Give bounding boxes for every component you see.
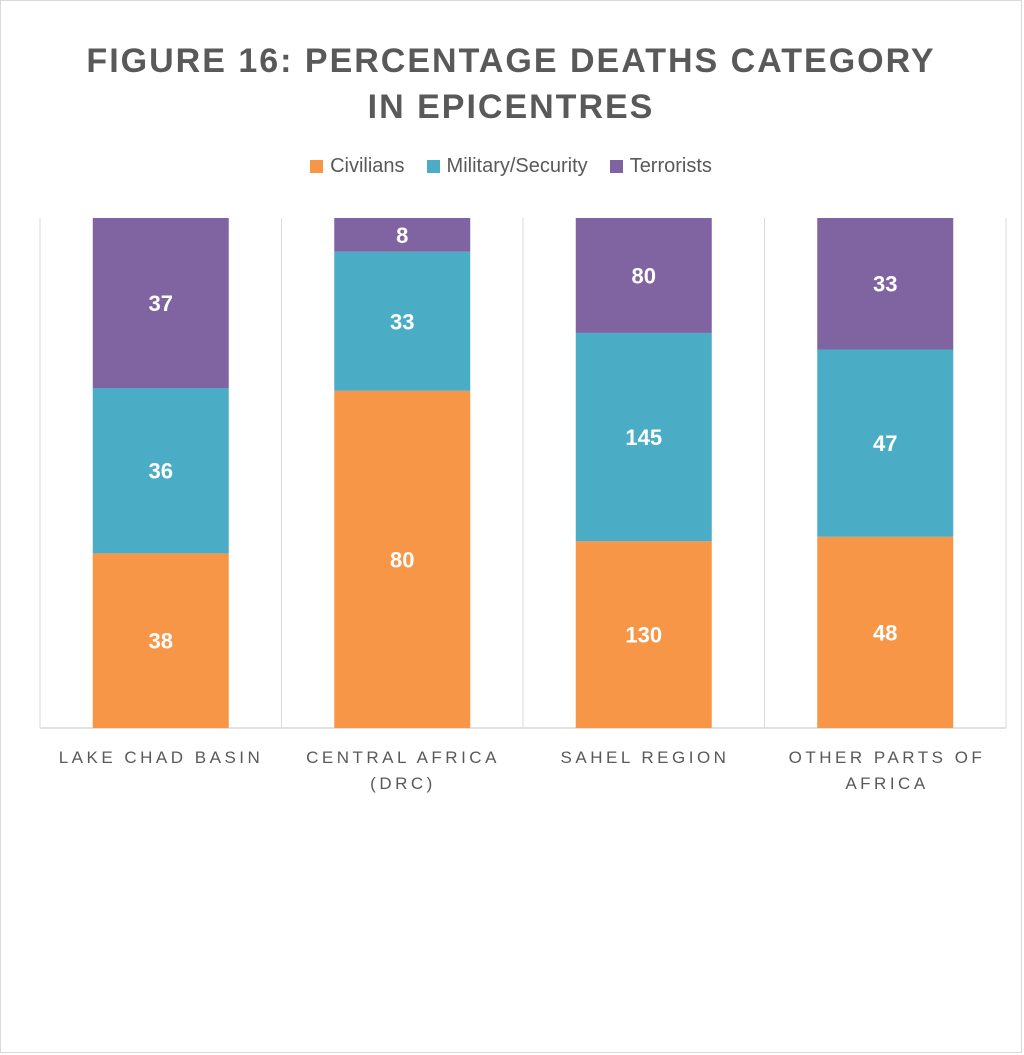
bar-segment-military-security-1	[334, 251, 471, 391]
category-label-central-africa-line-1: CENTRAL AFRICA	[306, 748, 500, 767]
legend-label-civilians: Civilians	[330, 155, 405, 177]
data-label-civilians-2: 130	[625, 623, 662, 648]
bar-segment-civilians-0	[92, 553, 229, 728]
chart-title-line-2: IN EPICENTRES	[367, 88, 655, 126]
chart-title-line-1: FIGURE 16: PERCENTAGE DEATHS CATEGORY	[86, 42, 936, 80]
data-label-terrorists-3: 33	[873, 272, 897, 297]
legend-label-terrorists: Terrorists	[629, 155, 712, 177]
bar-segment-military-security-2	[575, 332, 712, 542]
data-label-terrorists-2: 80	[632, 263, 656, 288]
category-label-sahel-region: SAHEL REGION	[525, 745, 765, 771]
bar-segment-terrorists-0	[92, 218, 229, 388]
bar-segment-military-security-3	[817, 349, 954, 537]
data-label-military-security-0: 36	[149, 459, 173, 484]
chart-title: FIGURE 16: PERCENTAGE DEATHS CATEGORY IN…	[0, 38, 1022, 130]
category-label-other-parts-of-africa: OTHER PARTS OF AFRICA	[767, 745, 1007, 797]
category-label-sahel-region-line-1: SAHEL REGION	[560, 748, 730, 767]
category-label-lake-chad-basin: LAKE CHAD BASIN	[41, 745, 281, 771]
category-label-central-africa-line-2: (DRC)	[370, 774, 436, 793]
bar-segment-military-security-0	[92, 388, 229, 554]
legend-item-civilians: Civilians	[310, 155, 405, 178]
data-label-civilians-1: 80	[390, 547, 414, 572]
data-label-terrorists-1: 8	[396, 223, 408, 248]
category-label-central-africa: CENTRAL AFRICA (DRC)	[283, 745, 523, 797]
legend-item-military-security: Military/Security	[426, 155, 588, 178]
legend-label-military-security: Military/Security	[446, 155, 588, 177]
data-label-civilians-0: 38	[149, 629, 173, 654]
data-label-civilians-3: 48	[873, 620, 897, 645]
legend-item-terrorists: Terrorists	[609, 155, 712, 178]
data-label-military-security-1: 33	[390, 309, 414, 334]
bar-segment-civilians-1	[334, 390, 471, 728]
category-label-other-parts-of-africa-line-2: AFRICA	[845, 774, 929, 793]
data-label-terrorists-0: 37	[149, 291, 173, 316]
category-label-other-parts-of-africa-line-1: OTHER PARTS OF	[788, 748, 986, 767]
bar-segment-civilians-2	[575, 541, 712, 728]
chart-legend: Civilians Military/Security Terrorists	[0, 155, 1022, 178]
bar-segment-terrorists-3	[817, 218, 954, 350]
legend-swatch-military-security	[426, 160, 440, 173]
bar-segment-terrorists-1	[334, 218, 471, 252]
data-label-military-security-3: 47	[873, 431, 897, 456]
bar-segment-terrorists-2	[575, 218, 712, 333]
data-label-military-security-2: 145	[625, 425, 662, 450]
legend-swatch-civilians	[310, 160, 324, 173]
legend-swatch-terrorists	[609, 160, 623, 173]
category-label-lake-chad-basin-line-1: LAKE CHAD BASIN	[58, 748, 264, 767]
bar-segment-civilians-3	[817, 536, 954, 728]
